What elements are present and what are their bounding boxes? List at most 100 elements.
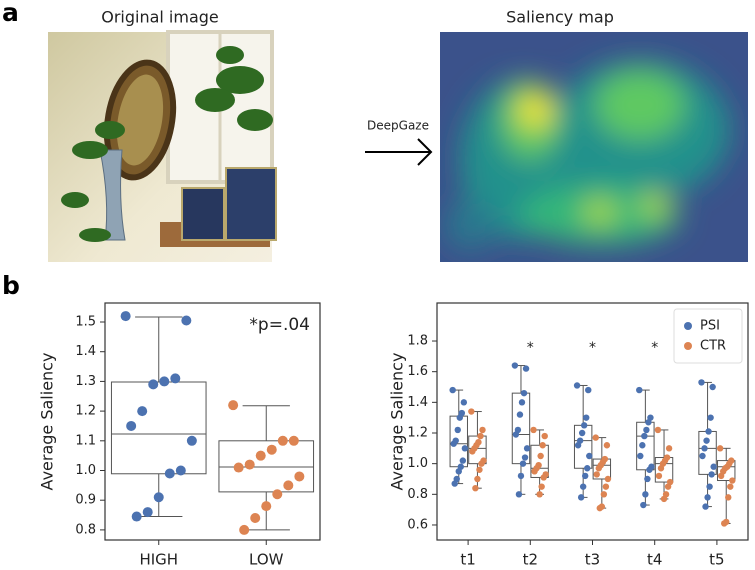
y-tick-label: 1.5 (75, 315, 96, 330)
data-point (517, 472, 525, 480)
saliency-map (440, 32, 748, 262)
y-tick-label: 0.6 (407, 517, 428, 532)
data-point (148, 379, 159, 390)
data-point (704, 494, 711, 501)
y-tick-label: 1.0 (75, 463, 96, 478)
data-point (261, 501, 272, 512)
data-point (646, 466, 653, 473)
data-point (664, 483, 672, 490)
legend-box (673, 308, 743, 364)
data-point (142, 507, 153, 518)
image-title: Original image (101, 8, 219, 27)
data-point (705, 428, 712, 435)
legend-label: PSI (700, 319, 720, 334)
data-point (511, 362, 519, 369)
data-point (699, 452, 706, 460)
data-point (272, 489, 283, 500)
data-point (708, 471, 715, 478)
data-point (636, 386, 643, 394)
legend-swatch (684, 322, 692, 330)
data-point (186, 435, 197, 446)
data-point (126, 420, 137, 431)
data-point (709, 383, 716, 391)
data-point (580, 422, 588, 429)
data-point (516, 411, 524, 418)
x-tick-label: t5 (709, 551, 724, 569)
data-point (637, 452, 644, 460)
data-point (541, 432, 548, 440)
y-axis-label: Average Saliency (38, 353, 57, 491)
data-point (520, 389, 528, 397)
data-point (665, 445, 673, 452)
data-point (578, 429, 586, 437)
data-point (531, 468, 538, 475)
plot-frame (104, 302, 321, 541)
data-point (540, 474, 547, 481)
data-point (266, 444, 277, 455)
y-tick-label: 1.6 (407, 364, 428, 379)
data-point (583, 414, 590, 421)
data-point (657, 465, 665, 472)
data-point (537, 452, 544, 460)
data-point (592, 434, 599, 441)
x-tick-label: t2 (523, 551, 538, 569)
data-point (644, 475, 651, 483)
data-point (585, 386, 592, 394)
data-point (131, 511, 142, 522)
data-point (706, 483, 713, 490)
data-point (515, 491, 523, 498)
arrow-head (417, 138, 433, 166)
data-point (459, 457, 467, 464)
y-tick-label: 1.8 (407, 334, 428, 349)
data-point (288, 435, 299, 446)
data-point (655, 472, 663, 480)
data-point (586, 452, 593, 460)
data-point (468, 408, 475, 415)
data-point (461, 445, 469, 452)
image-title: Saliency map (506, 8, 614, 27)
data-point (244, 459, 255, 470)
data-point (474, 475, 481, 483)
data-point (639, 442, 646, 449)
data-point (137, 406, 148, 417)
data-point (573, 382, 581, 389)
legend-swatch (684, 342, 692, 350)
data-point (170, 373, 181, 384)
y-tick-label: 1.3 (75, 374, 96, 389)
data-point (175, 465, 186, 476)
data-point (727, 483, 734, 490)
data-point (641, 432, 648, 440)
data-point (164, 468, 175, 479)
data-point (707, 414, 714, 421)
data-point (450, 440, 457, 447)
data-point (239, 524, 250, 535)
y-tick-label: 0.8 (75, 522, 96, 537)
significance-marker: * (527, 340, 534, 356)
x-tick-label: HIGH (139, 551, 178, 569)
box (218, 440, 315, 493)
data-point (720, 520, 728, 527)
y-axis-label: Average Saliency (388, 353, 407, 491)
data-point (523, 445, 531, 452)
data-point (159, 376, 170, 387)
data-point (472, 484, 479, 492)
data-point (603, 442, 611, 449)
data-point (518, 399, 526, 406)
data-point (512, 431, 520, 438)
data-point (181, 315, 192, 326)
data-point (717, 472, 725, 480)
data-point (642, 491, 649, 498)
data-point (645, 419, 652, 426)
data-point (703, 437, 710, 444)
legend-label: CTR (700, 339, 726, 354)
data-point (538, 483, 545, 490)
data-point (283, 480, 294, 491)
panel-label: a (2, 0, 19, 27)
data-point (519, 460, 527, 467)
data-point (479, 426, 486, 434)
box (110, 381, 207, 475)
significance-marker: * (589, 340, 596, 356)
data-point (536, 491, 543, 498)
data-point (476, 466, 483, 473)
data-point (600, 491, 608, 498)
